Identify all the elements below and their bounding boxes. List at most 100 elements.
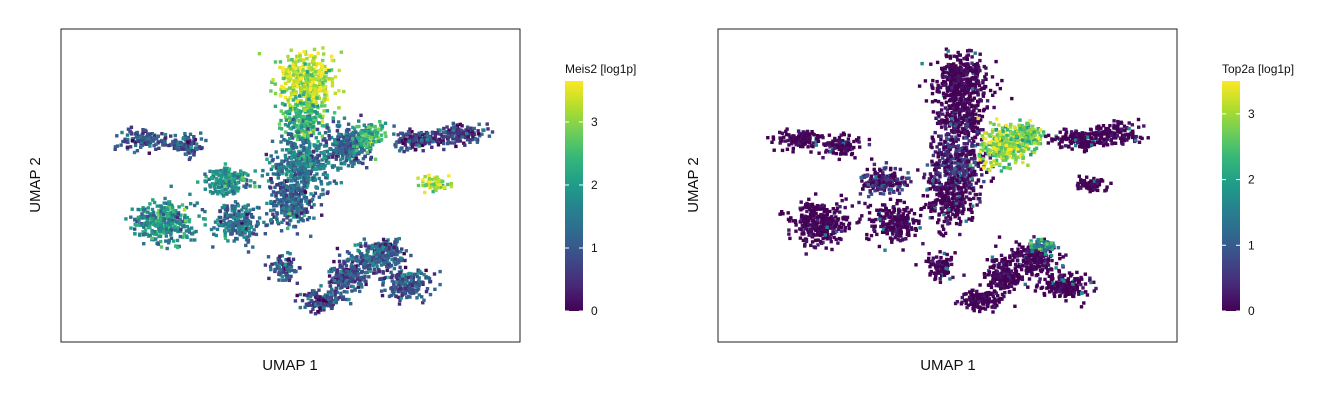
cell-point [187, 230, 192, 234]
cell-point [133, 232, 137, 236]
cell-point [174, 244, 178, 248]
cell-point [273, 82, 277, 86]
cell-point [169, 233, 173, 237]
cell-point [184, 152, 188, 157]
cell-point [396, 283, 401, 287]
cell-point [172, 225, 176, 230]
cell-point [212, 170, 216, 174]
cell-point [466, 129, 470, 134]
cell-point [398, 270, 402, 275]
cell-point [141, 128, 145, 132]
cell-point [393, 281, 397, 285]
cell-point [299, 154, 304, 158]
cell-point [281, 201, 285, 205]
cell-point [167, 239, 171, 243]
cell-point [438, 269, 442, 274]
cell-point [411, 288, 415, 292]
cell-point [414, 134, 418, 139]
cell-point [291, 184, 295, 189]
cell-point [170, 218, 174, 223]
cell-point [292, 197, 296, 201]
cell-point [142, 242, 146, 246]
cell-point [299, 109, 303, 114]
cell-point [353, 139, 357, 144]
cell-point [322, 308, 326, 312]
cell-point [240, 231, 244, 235]
cell-point [937, 148, 942, 152]
cell-point [966, 64, 971, 68]
cell-point [968, 202, 973, 207]
cell-point [367, 275, 371, 279]
cell-point [155, 224, 159, 228]
cell-point [266, 179, 271, 183]
cell-point [948, 66, 952, 70]
cell-point [159, 205, 164, 209]
cell-point [330, 287, 334, 292]
cell-point [192, 135, 196, 139]
cell-point [307, 62, 311, 66]
cell-point [935, 60, 940, 65]
cell-point [441, 179, 445, 184]
cell-point [189, 238, 193, 242]
cell-point [945, 78, 950, 82]
cell-point [449, 181, 453, 186]
cell-point [970, 55, 974, 59]
cell-point [282, 165, 286, 169]
cell-point [350, 257, 354, 261]
cell-point [962, 142, 966, 146]
cell-point [139, 215, 143, 219]
cell-point [931, 139, 936, 144]
cell-point [387, 243, 391, 248]
cell-point [378, 258, 382, 262]
cell-point [352, 267, 357, 271]
cell-point [316, 51, 320, 55]
cell-point [431, 140, 435, 144]
cell-point [427, 135, 432, 139]
cell-point [968, 152, 972, 157]
cell-point [215, 227, 220, 232]
cell-point [273, 60, 278, 64]
cell-point [980, 173, 984, 177]
cell-point [988, 156, 992, 160]
cell-point [337, 143, 342, 148]
cell-point [217, 174, 221, 178]
cell-point [176, 245, 180, 250]
cell-point [336, 135, 340, 139]
cell-point [192, 152, 196, 156]
cell-point [279, 167, 283, 171]
cell-point [950, 119, 954, 124]
cell-point [150, 216, 154, 221]
cell-point [945, 168, 949, 172]
cell-point [351, 284, 355, 289]
cell-point [383, 261, 387, 265]
cell-point [378, 119, 382, 124]
cell-point [469, 126, 473, 130]
cell-point [973, 125, 978, 129]
cell-point [952, 88, 956, 92]
cell-point [136, 215, 141, 220]
cell-point [970, 216, 975, 220]
cell-point [256, 222, 260, 226]
cell-point [228, 176, 232, 180]
cell-point [954, 149, 959, 153]
cell-point [344, 297, 349, 302]
cell-point [183, 147, 187, 152]
cell-point [299, 92, 303, 96]
cell-point [377, 139, 381, 143]
cell-point [385, 245, 389, 250]
cell-point [171, 206, 175, 210]
cell-point [325, 93, 329, 98]
cell-point [442, 185, 447, 189]
cell-point [971, 82, 975, 86]
cell-point [257, 216, 262, 220]
cell-point [417, 276, 421, 280]
cell-point [294, 60, 298, 64]
cell-point [308, 66, 312, 71]
cell-point [984, 85, 988, 89]
cell-point [350, 164, 355, 168]
cell-point [415, 285, 419, 289]
cell-point [977, 108, 981, 113]
cell-point [399, 139, 403, 143]
cell-point [332, 179, 337, 183]
cell-point [978, 200, 982, 204]
